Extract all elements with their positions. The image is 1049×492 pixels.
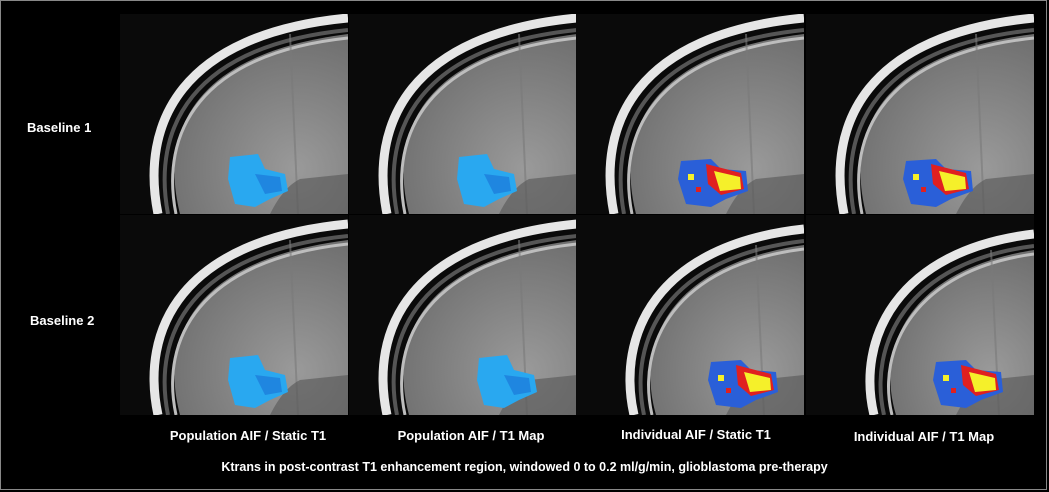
mri-panel-baseline1-population-t1map (349, 14, 577, 214)
column-label-individual-t1map: Individual AIF / T1 Map (853, 429, 995, 444)
mri-panel-baseline2-population-t1map (349, 215, 577, 415)
mri-panel-baseline1-individual-static (576, 14, 804, 214)
row-label-baseline-1: Baseline 1 (27, 120, 92, 135)
mri-panel-baseline1-individual-t1map (806, 14, 1034, 214)
mri-panel-baseline2-individual-static (576, 215, 804, 415)
column-label-individual-static: Individual AIF / Static T1 (621, 427, 771, 442)
column-label-population-static: Population AIF / Static T1 (169, 428, 327, 443)
figure-caption: Ktrans in post-contrast T1 enhancement r… (221, 460, 828, 474)
mri-panel-baseline2-individual-t1map (806, 215, 1034, 415)
row-label-baseline-2: Baseline 2 (30, 313, 95, 328)
mri-panel-baseline1-population-static (120, 14, 348, 214)
mri-panel-baseline2-population-static (120, 215, 348, 415)
column-label-population-t1map: Population AIF / T1 Map (397, 428, 545, 443)
